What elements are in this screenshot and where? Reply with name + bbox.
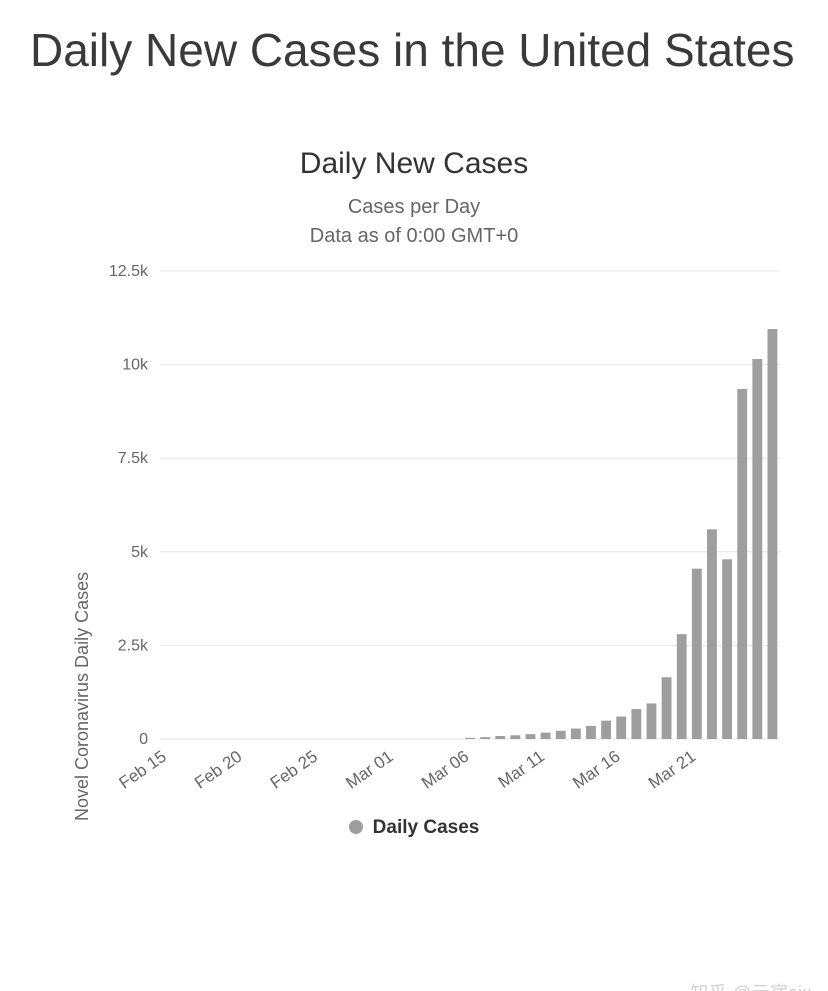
bar <box>480 737 490 739</box>
bar <box>647 703 657 739</box>
x-tick-label: Feb 20 <box>191 747 245 793</box>
y-tick-label: 5k <box>131 544 149 561</box>
chart-subtitle-line2: Data as of 0:00 GMT+0 <box>310 225 518 247</box>
bar <box>631 709 641 739</box>
x-tick-label: Feb 25 <box>267 747 321 793</box>
x-tick-label: Mar 01 <box>342 747 396 793</box>
chart-subtitle-line1: Cases per Day <box>348 196 480 218</box>
x-tick-label: Mar 16 <box>569 747 623 793</box>
bar <box>737 389 747 739</box>
bar <box>768 329 778 739</box>
bar <box>722 559 732 739</box>
x-tick-label: Mar 21 <box>645 747 699 793</box>
y-axis-label: Novel Coronavirus Daily Cases <box>72 572 93 821</box>
bar <box>601 721 611 739</box>
bar <box>541 733 551 739</box>
y-tick-label: 10k <box>122 356 149 373</box>
bar <box>495 736 505 739</box>
page-title: Daily New Cases in the United States <box>30 24 798 77</box>
chart-area: Novel Coronavirus Daily Cases 02.5k5k7.5… <box>0 251 828 811</box>
x-tick-label: Mar 11 <box>495 747 548 792</box>
legend-label: Daily Cases <box>373 817 480 838</box>
bar <box>465 738 475 739</box>
bar <box>571 728 581 738</box>
bar <box>662 677 672 739</box>
chart-subtitle: Cases per Day Data as of 0:00 GMT+0 <box>0 193 828 251</box>
bar <box>510 735 520 739</box>
bar <box>752 359 762 739</box>
y-tick-label: 12.5k <box>109 263 149 280</box>
bar <box>586 726 596 739</box>
y-tick-label: 2.5k <box>118 637 149 654</box>
bar <box>556 731 566 739</box>
chart-title: Daily New Cases <box>0 147 828 181</box>
legend: Daily Cases <box>0 817 828 839</box>
watermark: 知乎 @元宿six <box>690 979 812 991</box>
y-tick-label: 7.5k <box>118 450 149 467</box>
y-tick-label: 0 <box>139 731 148 748</box>
bar <box>677 634 687 739</box>
bar-chart-svg: 0 2.5k 5k 7.5k 10k 12.5k Feb 15 Feb 20 Feb 25 Mar… <box>0 251 828 811</box>
bar <box>616 716 626 738</box>
bar <box>692 569 702 739</box>
legend-marker-icon <box>349 820 363 834</box>
bar <box>526 734 536 739</box>
x-tick-label: Feb 15 <box>116 747 170 793</box>
x-tick-label: Mar 06 <box>418 747 472 793</box>
bar <box>707 529 717 739</box>
